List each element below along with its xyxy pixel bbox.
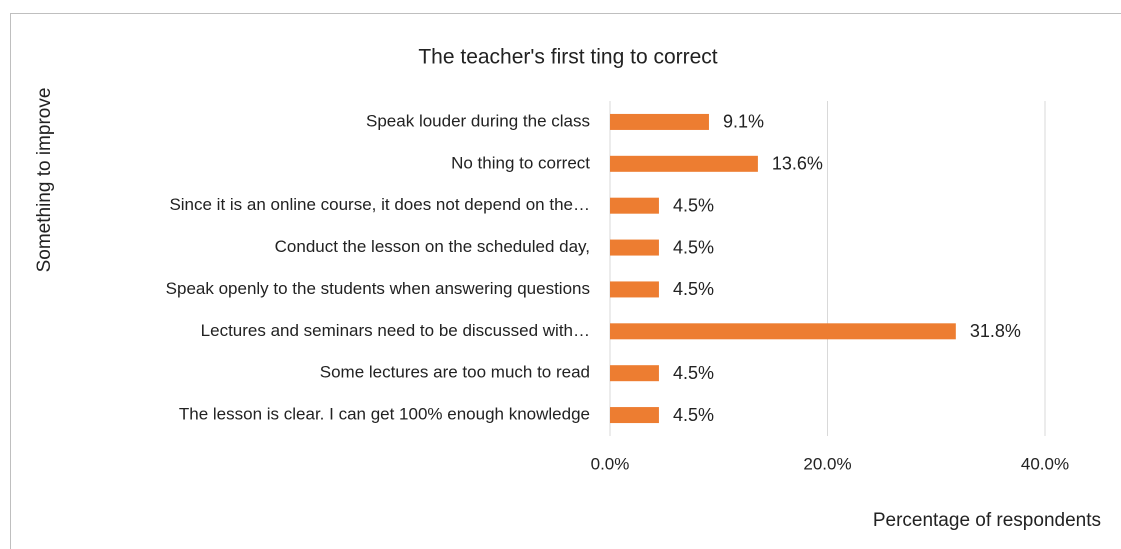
bar: [610, 407, 659, 424]
data-label: 4.5%: [673, 195, 714, 215]
chart-border: [10, 13, 1121, 549]
data-label: 4.5%: [673, 237, 714, 257]
bar: [610, 197, 659, 214]
x-tick-label: 40.0%: [1021, 454, 1069, 473]
bar: [610, 323, 956, 340]
data-label: 4.5%: [673, 279, 714, 299]
y-axis-title: Something to improve: [34, 88, 55, 273]
y-tick-label: Conduct the lesson on the scheduled day,: [275, 237, 590, 256]
data-label: 4.5%: [673, 405, 714, 425]
data-label: 4.5%: [673, 363, 714, 383]
data-label: 13.6%: [772, 154, 823, 174]
y-tick-label: Some lectures are too much to read: [320, 363, 590, 382]
bar: [610, 155, 758, 172]
bar: [610, 239, 659, 256]
data-label: 31.8%: [970, 321, 1021, 341]
bar: [610, 365, 659, 382]
x-axis-title: Percentage of respondents: [873, 510, 1101, 531]
y-tick-label: The lesson is clear. I can get 100% enou…: [179, 405, 590, 424]
bar: [610, 281, 659, 298]
y-tick-label: No thing to correct: [451, 153, 590, 172]
data-label: 9.1%: [723, 112, 764, 132]
x-tick-label: 20.0%: [803, 454, 851, 473]
y-tick-label: Speak louder during the class: [366, 111, 590, 130]
y-tick-label: Lectures and seminars need to be discuss…: [201, 321, 590, 340]
y-tick-label: Speak openly to the students when answer…: [166, 279, 590, 298]
y-tick-label: Since it is an online course, it does no…: [169, 195, 590, 214]
bar: [610, 113, 709, 130]
chart-title: The teacher's first ting to correct: [418, 46, 717, 69]
x-tick-label: 0.0%: [591, 454, 630, 473]
